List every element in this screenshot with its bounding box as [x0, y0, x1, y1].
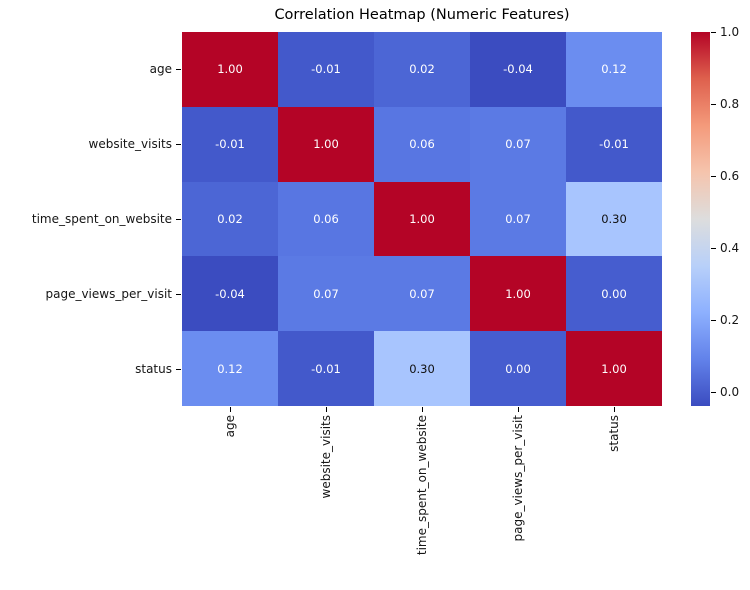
colorbar-tick — [711, 247, 716, 249]
heatmap-cell-status-age: 0.12 — [182, 331, 278, 406]
heatmap-cell-website_visits-status: -0.01 — [566, 106, 662, 182]
y-axis-label-age: age — [149, 62, 172, 77]
colorbar-tick — [711, 103, 716, 105]
y-axis-tick — [176, 219, 181, 220]
colorbar-tick-label-0.0: 0.0 — [720, 384, 740, 399]
colorbar-tick-label-0.8: 0.8 — [720, 96, 740, 111]
x-axis-label-time_spent_on_website: time_spent_on_website — [414, 415, 429, 556]
heatmap-cell-age-status: 0.12 — [566, 32, 662, 107]
colorbar-tick — [711, 391, 716, 393]
y-axis-label-time_spent_on_website: time_spent_on_website — [31, 212, 172, 226]
colorbar-tick-label-0.4: 0.4 — [720, 240, 740, 255]
heatmap-cell-page_views_per_visit-page_views_per_visit: 1.00 — [470, 256, 566, 332]
y-axis-label-page_views_per_visit: page_views_per_visit — [45, 286, 172, 301]
colorbar-tick — [711, 319, 716, 321]
x-axis-tick — [325, 407, 327, 412]
heatmap-cell-page_views_per_visit-status: 0.00 — [566, 256, 662, 332]
heatmap-cell-age-page_views_per_visit: -0.04 — [470, 32, 566, 107]
chart-title: Correlation Heatmap (Numeric Features) — [274, 7, 570, 23]
colorbar-tick — [711, 32, 716, 33]
heatmap-cell-age-website_visits: -0.01 — [278, 32, 374, 107]
x-axis-label-status: status — [606, 415, 621, 452]
y-axis-label-website_visits: website_visits — [88, 137, 172, 152]
heatmap-cell-page_views_per_visit-time_spent_on_website: 0.07 — [374, 256, 470, 332]
colorbar-tick-label-0.2: 0.2 — [720, 312, 740, 327]
y-axis-tick — [176, 69, 181, 71]
x-axis-tick — [517, 407, 519, 412]
heatmap-cell-website_visits-age: -0.01 — [182, 106, 278, 182]
x-axis-label-page_views_per_visit: page_views_per_visit — [510, 415, 525, 542]
heatmap-cell-time_spent_on_website-age: 0.02 — [182, 181, 278, 257]
heatmap-cell-time_spent_on_website-status: 0.30 — [566, 181, 662, 257]
y-axis-tick — [176, 293, 181, 295]
heatmap-cell-status-website_visits: -0.01 — [278, 331, 374, 406]
heatmap-cell-website_visits-website_visits: 1.00 — [278, 106, 374, 182]
heatmap-grid: 1.00 -0.01 0.02 -0.04 0.12 -0.01 1.00 0.06 0.07-… — [182, 32, 662, 406]
heatmap-cell-age-time_spent_on_website: 0.02 — [374, 32, 470, 107]
heatmap-cell-status-page_views_per_visit: 0.00 — [470, 331, 566, 406]
heatmap-cell-time_spent_on_website-time_spent_on_website: 1.00 — [374, 181, 470, 257]
colorbar-tick — [711, 175, 716, 177]
x-axis-label-website_visits: website_visits — [318, 415, 333, 499]
colorbar — [691, 32, 710, 406]
heatmap-cell-website_visits-time_spent_on_website: 0.06 — [374, 106, 470, 182]
heatmap-cell-page_views_per_visit-website_visits: 0.07 — [278, 256, 374, 332]
colorbar-tick-label-0.6: 0.6 — [720, 168, 740, 183]
y-axis-tick — [176, 144, 181, 146]
heatmap-cell-time_spent_on_website-page_views_per_visit: 0.07 — [470, 181, 566, 257]
y-axis-label-status: status — [135, 361, 172, 376]
x-axis-tick — [229, 407, 231, 412]
x-axis-label-age: age — [222, 415, 237, 438]
heatmap-cell-status-status: 1.00 — [566, 331, 662, 406]
heatmap-cell-status-time_spent_on_website: 0.30 — [374, 331, 470, 406]
x-axis-tick — [421, 407, 423, 412]
heatmap-cell-time_spent_on_website-website_visits: 0.06 — [278, 181, 374, 257]
heatmap-cell-website_visits-page_views_per_visit: 0.07 — [470, 106, 566, 182]
colorbar-tick-label-1.0: 1.0 — [720, 25, 740, 39]
heatmap-cell-page_views_per_visit-age: -0.04 — [182, 256, 278, 332]
heatmap-cell-age-age: 1.00 — [182, 32, 278, 107]
x-axis-tick — [613, 407, 615, 412]
y-axis-tick — [176, 368, 181, 370]
